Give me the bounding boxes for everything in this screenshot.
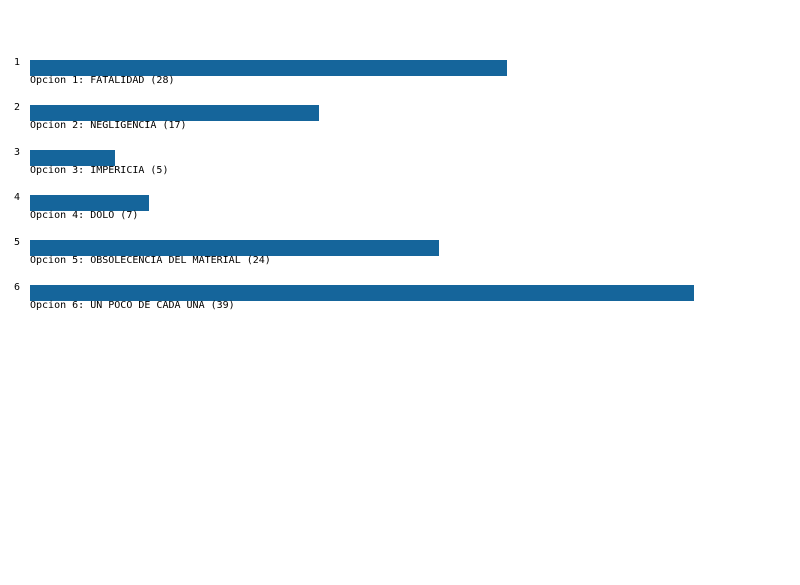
bar [30, 105, 319, 121]
bar-label: Opcion 5: OBSOLECENCIA DEL MATERIAL (24) [30, 255, 271, 266]
bar [30, 150, 115, 166]
bar-row: 2 Opcion 2: NEGLIGENCIA (17) [0, 102, 800, 150]
bar-index-label: 1 [14, 57, 21, 68]
bar-row: 6 Opcion 6: UN POCO DE CADA UNA (39) [0, 282, 800, 330]
bar-index-label: 3 [14, 147, 21, 158]
bar-label: Opcion 3: IMPERICIA (5) [30, 165, 169, 176]
bar-index-label: 5 [14, 237, 21, 248]
bar [30, 60, 507, 76]
bar-row: 4 Opcion 4: DOLO (7) [0, 192, 800, 240]
bar [30, 285, 694, 301]
bar-label: Opcion 1: FATALIDAD (28) [30, 75, 175, 86]
bar [30, 240, 439, 256]
bar [30, 195, 149, 211]
bar-row: 5 Opcion 5: OBSOLECENCIA DEL MATERIAL (24… [0, 237, 800, 285]
bar-index-label: 4 [14, 192, 21, 203]
bar-index-label: 2 [14, 102, 21, 113]
bar-label: Opcion 4: DOLO (7) [30, 210, 139, 221]
bar-index-label: 6 [14, 282, 21, 293]
bar-row: 3 Opcion 3: IMPERICIA (5) [0, 147, 800, 195]
bar-row: 1 Opcion 1: FATALIDAD (28) [0, 57, 800, 105]
bar-label: Opcion 6: UN POCO DE CADA UNA (39) [30, 300, 235, 311]
bar-label: Opcion 2: NEGLIGENCIA (17) [30, 120, 187, 131]
